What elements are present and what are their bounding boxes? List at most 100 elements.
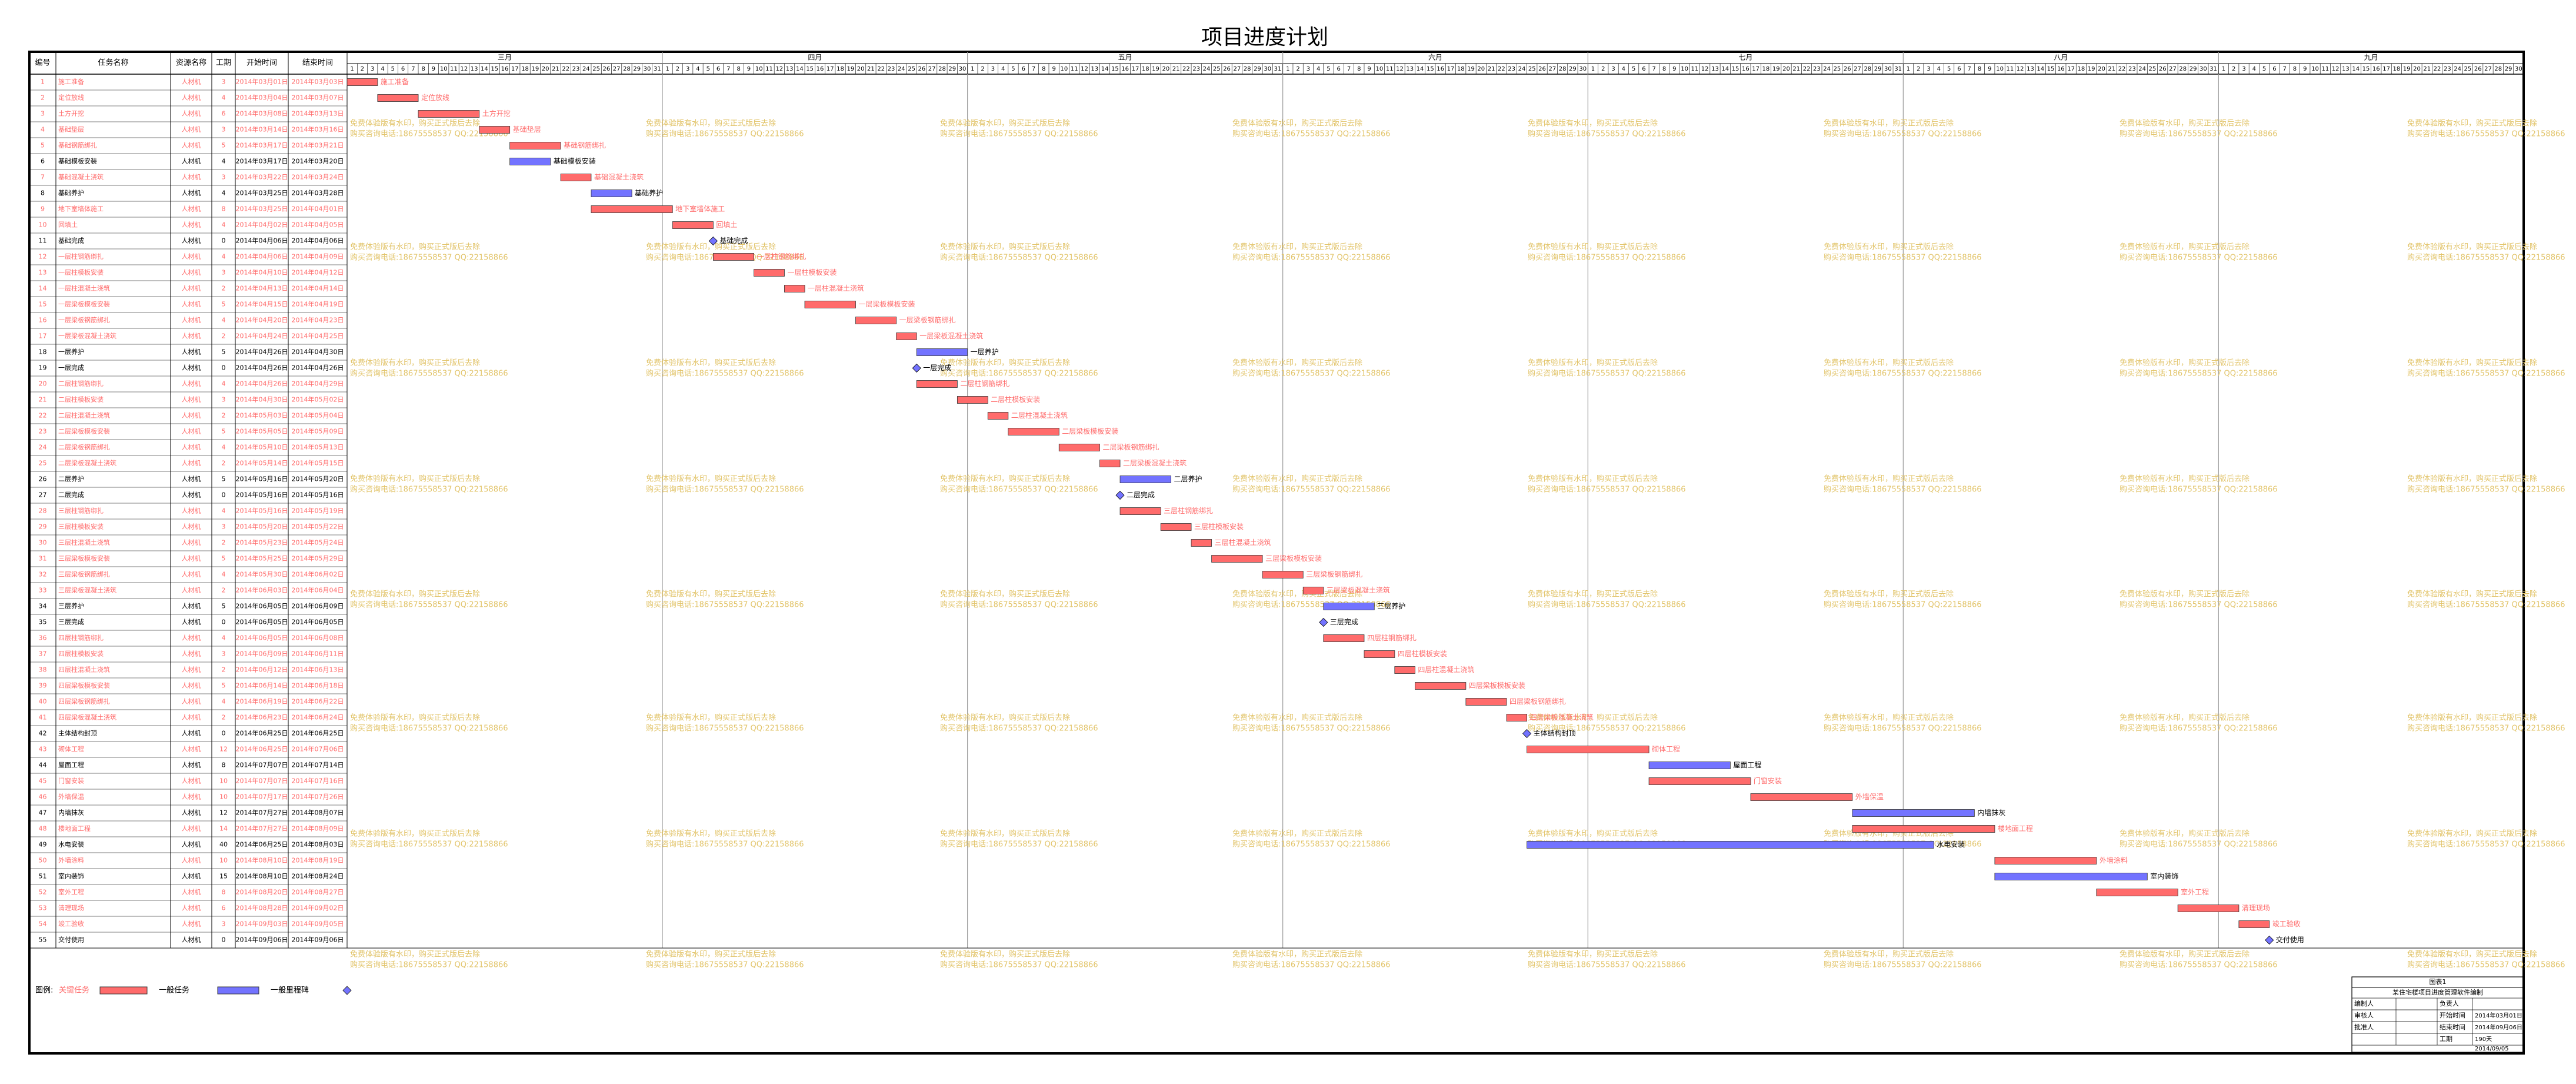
table-cell: 2014年06月08日 [292, 634, 344, 642]
bar-label: 一层柱混凝土浇筑 [808, 284, 864, 292]
bar-label: 水电安装 [1937, 840, 1965, 849]
table-cell: 2014年03月04日 [236, 94, 288, 102]
table-cell: 50 [39, 857, 47, 864]
day-label: 15 [2362, 66, 2370, 72]
table-cell: 8 [222, 205, 226, 213]
watermark: 免费体验版有水印，购买正式版后去除 [1528, 358, 1658, 368]
table-cell: 2014年05月13日 [292, 443, 344, 451]
table-cell: 31 [39, 555, 47, 563]
day-label: 26 [1538, 66, 1546, 72]
watermark: 免费体验版有水印，购买正式版后去除 [646, 358, 776, 368]
day-label: 17 [511, 66, 519, 72]
day-label: 1 [971, 66, 974, 72]
table-cell: 人材机 [182, 332, 201, 340]
table-cell: 3 [222, 920, 226, 928]
table-cell: 2014年07月27日 [236, 824, 288, 833]
table-cell: 人材机 [182, 221, 201, 229]
block-label: 审核人 [2354, 1011, 2374, 1019]
day-label: 31 [2210, 66, 2217, 72]
watermark: 购买咨询电话:18675558537 QQ:22158866 [2407, 485, 2565, 494]
table-cell: 5 [222, 348, 226, 356]
table-cell: 2014年04月15日 [236, 300, 288, 308]
watermark: 购买咨询电话:18675558537 QQ:22158866 [1528, 600, 1686, 610]
watermark: 免费体验版有水印，购买正式版后去除 [350, 242, 480, 252]
table-cell: 10 [219, 777, 228, 785]
table-cell: 人材机 [182, 634, 201, 642]
table-cell: 2014年05月04日 [292, 411, 344, 420]
day-label: 27 [1854, 66, 1861, 72]
table-cell: 2014年04月19日 [292, 300, 344, 308]
table-cell: 2014年03月14日 [236, 125, 288, 134]
bar-label: 四层柱混凝土浇筑 [1418, 665, 1474, 674]
table-cell: 一层柱钢筋绑扎 [58, 252, 104, 261]
table-cell: 16 [39, 317, 47, 324]
task-bar [1852, 825, 1995, 833]
day-label: 12 [2017, 66, 2024, 72]
table-cell: 四层柱钢筋绑扎 [58, 634, 104, 642]
bar-label: 二层柱模板安装 [991, 395, 1040, 404]
day-label: 28 [2179, 66, 2187, 72]
watermark: 购买咨询电话:18675558537 QQ:22158866 [646, 600, 804, 610]
table-cell: 2014年08月19日 [292, 856, 344, 864]
table-cell: 二层柱模板安装 [58, 395, 104, 404]
day-label: 17 [827, 66, 834, 72]
table-cell: 20 [39, 380, 47, 388]
day-label: 8 [421, 66, 425, 72]
table-cell: 室内装饰 [58, 872, 84, 880]
table-cell: 3 [222, 523, 226, 531]
table-cell: 2014年04月24日 [236, 332, 288, 340]
watermark: 免费体验版有水印，购买正式版后去除 [1528, 474, 1658, 484]
day-label: 29 [633, 66, 641, 72]
day-label: 24 [1203, 66, 1211, 72]
table-cell: 8 [41, 189, 45, 197]
table-cell: 三层柱模板安装 [58, 523, 104, 531]
watermark: 免费体验版有水印，购买正式版后去除 [2407, 713, 2537, 723]
bar-label: 基础模板安装 [554, 157, 596, 165]
day-label: 16 [2057, 66, 2065, 72]
task-bar [916, 348, 968, 356]
table-cell: 40 [39, 698, 47, 706]
bar-label: 二层梁板模板安装 [1062, 427, 1118, 435]
task-bar [1465, 698, 1507, 706]
day-label: 12 [1396, 66, 1404, 72]
day-label: 13 [1406, 66, 1414, 72]
table-cell: 2014年05月23日 [236, 538, 288, 547]
day-label: 24 [1823, 66, 1831, 72]
day-label: 13 [1711, 66, 1719, 72]
table-cell: 43 [39, 746, 47, 753]
bar-label: 一层柱钢筋绑扎 [757, 252, 807, 261]
day-label: 27 [1233, 66, 1241, 72]
bar-label: 清理现场 [2242, 904, 2270, 912]
table-cell: 2014年07月07日 [236, 761, 288, 769]
table-cell: 2014年05月02日 [292, 395, 344, 404]
bar-label: 三层完成 [1330, 617, 1358, 626]
table-cell: 2014年05月14日 [236, 459, 288, 467]
day-label: 12 [775, 66, 783, 72]
day-label: 3 [1927, 66, 1930, 72]
day-label: 10 [1376, 66, 1384, 72]
month-label: 五月 [1118, 54, 1132, 62]
table-cell: 22 [39, 412, 47, 420]
block-heading: 图表1 [2430, 977, 2447, 986]
day-label: 13 [471, 66, 478, 72]
day-label: 11 [1691, 66, 1699, 72]
table-cell: 主体结构封顶 [58, 729, 97, 737]
day-label: 26 [603, 66, 611, 72]
table-cell: 土方开挖 [58, 109, 84, 118]
day-label: 23 [572, 66, 580, 72]
bar-label: 地下室墙体施工 [675, 204, 725, 213]
watermark: 免费体验版有水印，购买正式版后去除 [1824, 950, 1954, 959]
legend-swatch [217, 986, 259, 995]
table-cell: 2014年05月29日 [292, 554, 344, 563]
day-label: 4 [1317, 66, 1320, 72]
day-label: 15 [1427, 66, 1434, 72]
watermark: 购买咨询电话:18675558537 QQ:22158866 [2120, 724, 2278, 733]
task-bar [418, 110, 480, 118]
day-label: 9 [1052, 66, 1055, 72]
table-cell: 砌体工程 [58, 745, 84, 753]
table-cell: 14 [219, 825, 228, 833]
table-cell: 人材机 [182, 697, 201, 706]
day-label: 10 [1996, 66, 2004, 72]
table-cell: 5 [222, 555, 226, 563]
